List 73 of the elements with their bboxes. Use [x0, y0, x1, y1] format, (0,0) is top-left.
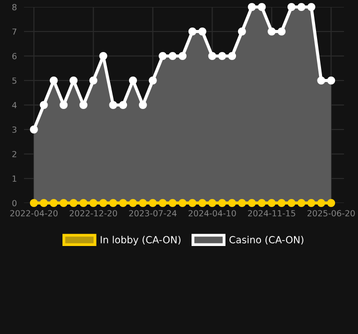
point — [168, 52, 177, 60]
y-tick-label: 1 — [12, 176, 16, 182]
point — [79, 198, 88, 208]
x-tick-label: 2022-12-20 — [70, 210, 118, 216]
y-tick-label: 4 — [12, 102, 17, 108]
point — [89, 198, 98, 208]
point — [188, 198, 196, 208]
point — [208, 52, 216, 60]
y-tick-label: 2 — [12, 150, 16, 158]
point — [109, 198, 118, 208]
point — [248, 198, 256, 208]
legend-label: Casino (CA-ON) — [229, 236, 304, 245]
point — [287, 2, 296, 12]
point — [317, 198, 326, 208]
point — [99, 198, 108, 208]
point — [228, 198, 236, 208]
point — [119, 198, 128, 208]
x-tick-label: 2023-07-24 — [129, 210, 177, 216]
point — [258, 2, 266, 12]
y-tick-label: 6 — [12, 52, 17, 60]
point — [317, 76, 326, 85]
point — [40, 198, 48, 208]
point — [168, 198, 177, 208]
point — [218, 198, 226, 208]
y-tick-label: 3 — [12, 126, 16, 133]
point — [178, 198, 187, 208]
point — [198, 198, 206, 208]
point — [297, 2, 306, 12]
point — [278, 27, 286, 36]
point — [89, 76, 98, 85]
point — [148, 76, 157, 85]
point — [327, 76, 336, 85]
point — [218, 52, 226, 60]
point — [178, 52, 187, 60]
y-tick-label: 5 — [12, 78, 16, 84]
point — [158, 52, 167, 60]
point — [99, 52, 108, 60]
x-tick-label: 2022-04-20 — [10, 210, 58, 216]
point — [128, 198, 138, 208]
point — [138, 198, 147, 208]
point — [238, 198, 246, 208]
y-tick-label: 0 — [12, 200, 16, 206]
point — [40, 100, 48, 110]
legend-label: In lobby (CA-ON) — [100, 236, 180, 246]
point — [30, 125, 38, 134]
y-tick-label: 7 — [12, 28, 16, 35]
point — [228, 52, 236, 60]
point — [148, 198, 157, 208]
y-tick-label: 8 — [12, 4, 16, 10]
point — [60, 198, 68, 208]
point — [119, 100, 128, 110]
x-tick-label: 2024-11-15 — [248, 210, 296, 216]
point — [278, 198, 286, 208]
point — [327, 198, 336, 208]
point — [158, 198, 167, 208]
point — [70, 198, 78, 208]
x-tick-label: 2025-06-20 — [308, 210, 355, 216]
point — [268, 27, 276, 36]
point — [188, 27, 196, 36]
point — [30, 198, 38, 208]
point — [109, 100, 118, 110]
point — [287, 198, 296, 208]
point — [297, 198, 306, 208]
point — [258, 198, 266, 208]
point — [238, 27, 246, 36]
point — [307, 198, 316, 208]
point — [248, 2, 256, 12]
x-tick-label: 2024-04-10 — [188, 210, 236, 216]
point — [307, 2, 316, 12]
point — [268, 198, 276, 208]
point — [198, 27, 206, 36]
point — [50, 198, 58, 208]
point — [208, 198, 216, 208]
